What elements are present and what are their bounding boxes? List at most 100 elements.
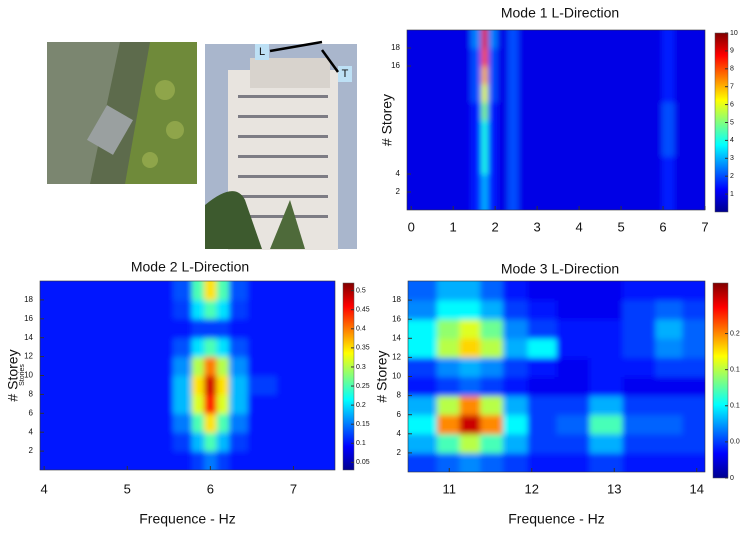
colorbar-tick-label: 0.2 <box>356 402 366 409</box>
heat-cell <box>621 138 651 157</box>
colorbar-tick-label: 0.25 <box>356 383 370 390</box>
heat-cell <box>471 48 482 67</box>
heat-cell <box>480 453 503 483</box>
heat-cell <box>590 377 624 397</box>
heat-cell <box>437 453 460 483</box>
heat-cell <box>497 120 508 139</box>
heat-cell <box>30 376 78 395</box>
heat-cell <box>518 48 542 67</box>
heat-cell <box>217 432 230 451</box>
heat-cell <box>173 300 192 319</box>
heat-cell <box>590 300 624 320</box>
heat-cell <box>656 377 683 397</box>
y-tick-label: 2 <box>29 446 34 455</box>
heat-cell <box>437 300 460 320</box>
colorbar-tick-label: 5 <box>730 119 734 126</box>
heat-cell <box>217 394 230 413</box>
heat-cell <box>277 376 309 395</box>
heat-cell <box>144 300 174 319</box>
heat-cell <box>528 396 557 416</box>
heat-cell <box>528 415 557 435</box>
heat-cell <box>518 66 542 85</box>
x-tick-label: 5 <box>617 219 624 234</box>
heat-cell <box>623 415 657 435</box>
heat-cell <box>541 48 579 67</box>
heat-cell <box>650 84 662 103</box>
heat-cell <box>111 413 145 432</box>
heat-cell <box>503 338 528 358</box>
heat-cell <box>398 300 437 320</box>
heat-cell <box>432 138 453 157</box>
heat-cell <box>308 451 346 480</box>
heat-cell <box>398 434 437 454</box>
building-photo: L T <box>205 42 357 250</box>
heat-cell <box>482 174 489 193</box>
heat-cell <box>590 338 624 358</box>
y-axis-label: # Storey <box>374 350 390 402</box>
heat-cell <box>471 120 482 139</box>
x-tick-label: 7 <box>290 481 297 496</box>
heat-cell <box>30 451 78 480</box>
heat-cell <box>579 20 621 49</box>
heat-cell <box>471 174 482 193</box>
heat-cell <box>192 376 205 395</box>
heat-cell <box>248 413 278 432</box>
heat-cell <box>77 338 111 357</box>
heat-cell <box>173 451 192 480</box>
heat-cell <box>460 271 481 301</box>
colorbar-tick-label: 4 <box>730 137 734 144</box>
heat-cell <box>503 300 528 320</box>
heat-cell <box>541 138 579 157</box>
colorbar-tick-label: 0.35 <box>356 345 370 352</box>
heat-cell <box>77 357 111 376</box>
heat-cell <box>528 319 557 339</box>
y-tick-label: 18 <box>392 295 401 304</box>
heat-cell <box>488 192 498 221</box>
colorbar-tick-label: 0.1 <box>730 367 740 374</box>
heat-cell <box>144 271 174 300</box>
heat-cell <box>77 432 111 451</box>
heat-cell <box>656 434 683 454</box>
heat-cell <box>590 357 624 377</box>
heat-cell <box>656 357 683 377</box>
heat-cell <box>248 271 278 300</box>
heat-cell <box>528 357 557 377</box>
cells <box>397 20 716 221</box>
heat-cell <box>192 357 205 376</box>
heat-cell <box>398 357 437 377</box>
heat-cell <box>518 138 542 157</box>
heat-cell <box>204 432 217 451</box>
heat-cell <box>518 174 542 193</box>
heat-cell <box>217 413 230 432</box>
heat-cell <box>432 174 453 193</box>
colorbar-tick-label: 0.0 <box>730 439 740 446</box>
heat-cell <box>488 138 498 157</box>
heat-cell <box>682 453 715 483</box>
colorbar-tick-label: 10 <box>730 30 738 37</box>
heat-cell <box>621 48 651 67</box>
colorbar-tick-label: 0 <box>730 475 734 482</box>
heat-cell <box>30 319 78 338</box>
colorbar-tick-label: 0.1 <box>356 440 366 447</box>
heat-cell <box>682 396 715 416</box>
heat-cell <box>557 357 591 377</box>
heat-cell <box>398 377 437 397</box>
heat-cell <box>682 319 715 339</box>
heat-cell <box>144 432 174 451</box>
heat-cell <box>621 192 651 221</box>
heat-cell <box>229 394 248 413</box>
heat-cell <box>453 174 471 193</box>
y-tick-label: 8 <box>397 391 402 400</box>
heat-cell <box>662 20 675 49</box>
heat-cell <box>30 432 78 451</box>
heat-cell <box>453 102 471 121</box>
heat-cell <box>248 338 278 357</box>
heat-cell <box>192 338 205 357</box>
heat-cell <box>662 174 675 193</box>
heat-cell <box>308 357 346 376</box>
heat-cell <box>662 192 675 221</box>
heat-cell <box>488 120 498 139</box>
heat-cell <box>173 376 192 395</box>
heat-cell <box>541 174 579 193</box>
